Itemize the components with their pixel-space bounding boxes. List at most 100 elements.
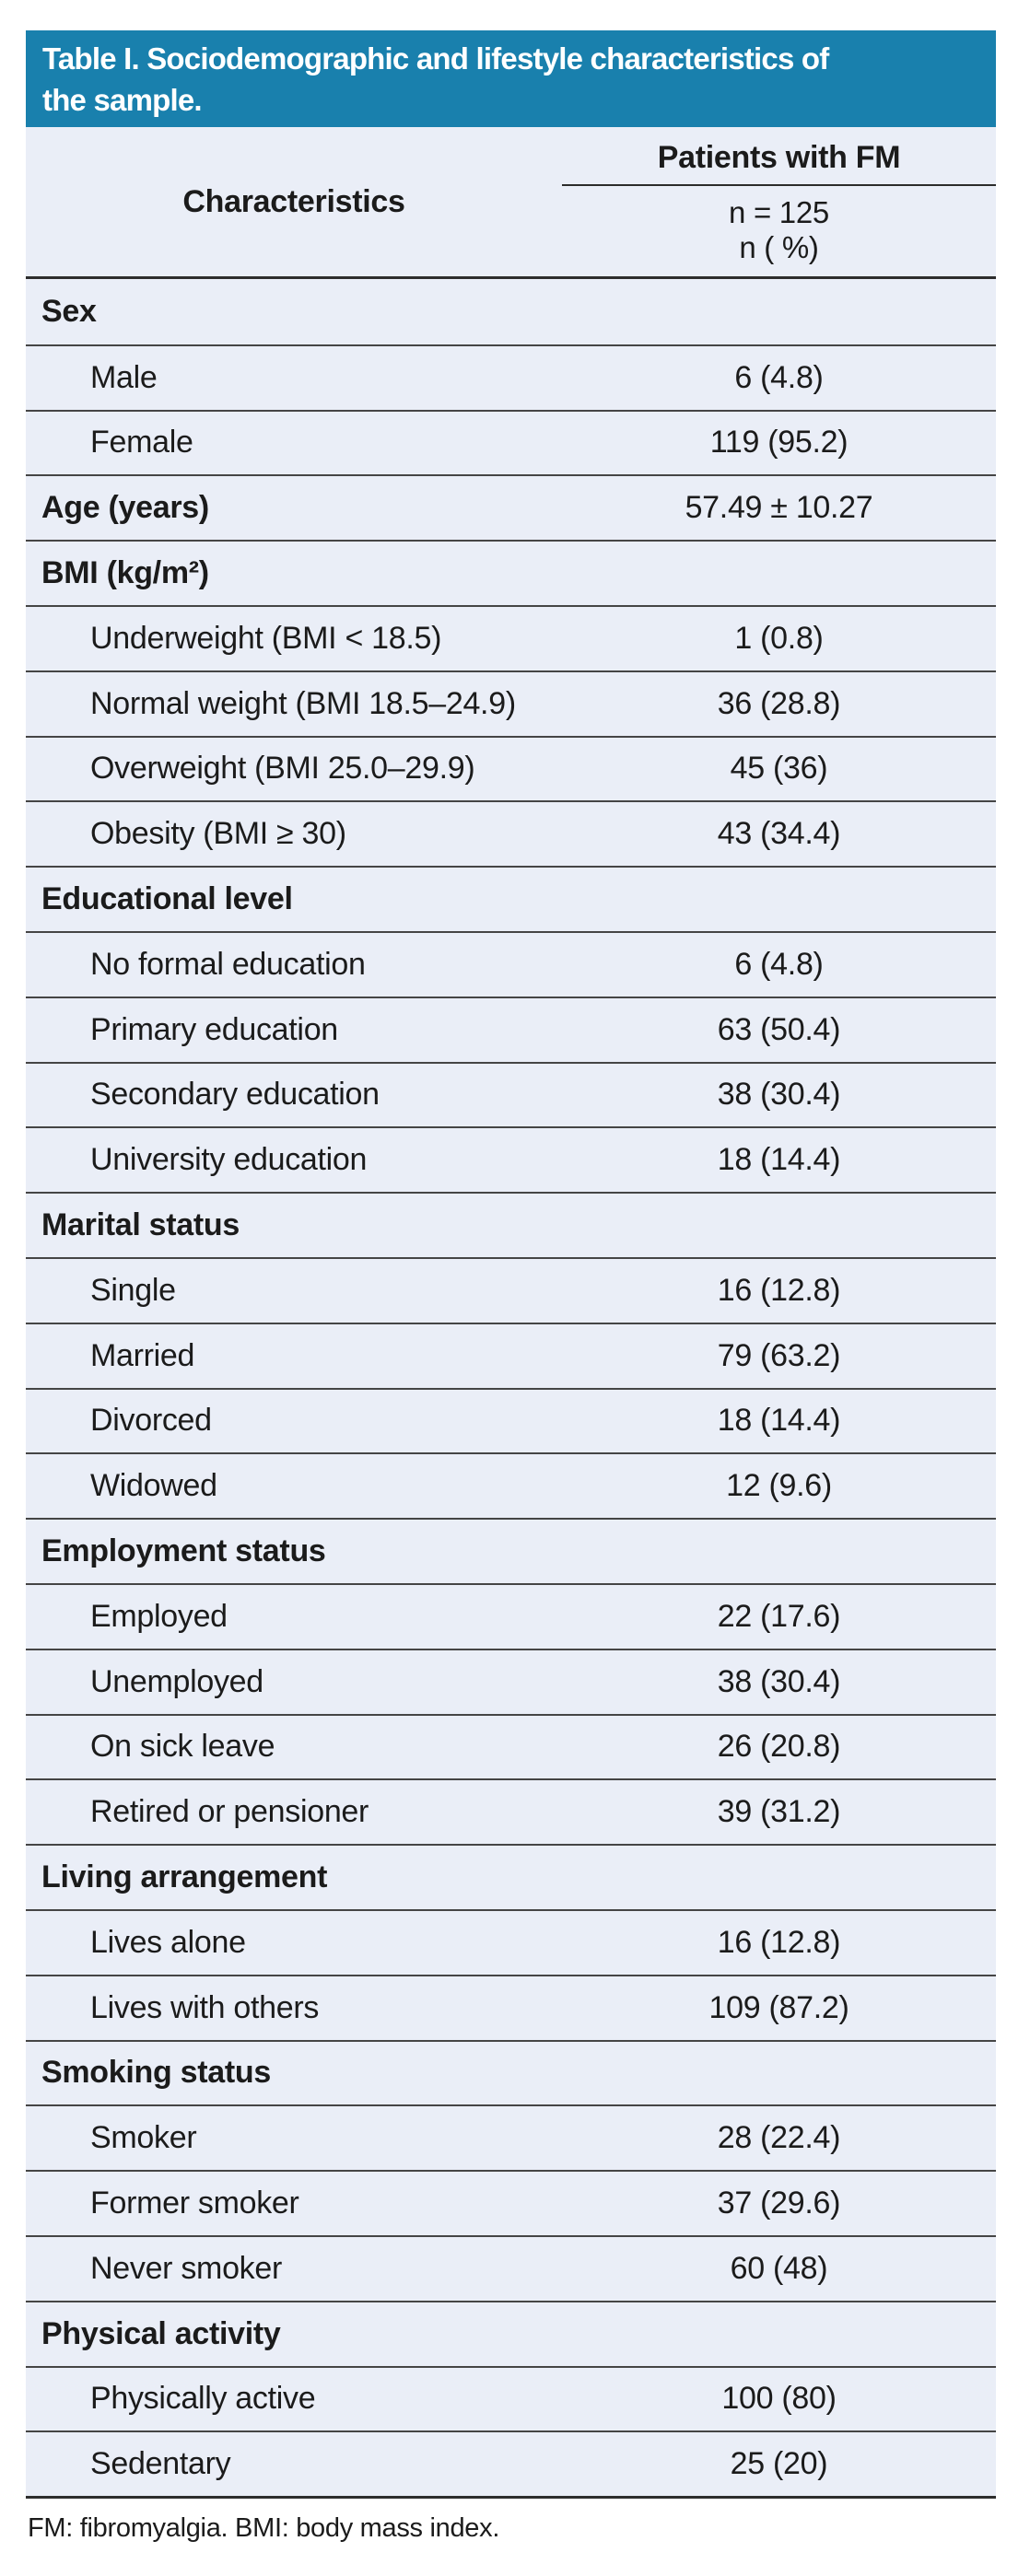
row-value: 22 (17.6) (717, 1598, 841, 1634)
row-value: 57.49 ± 10.27 (685, 490, 873, 526)
row-label: Secondary education (90, 1077, 380, 1113)
row-label: Former smoker (90, 2186, 299, 2220)
table-row: Single 16 (12.8) (26, 1256, 996, 1323)
table-header: Characteristics Patients with FM n = 125… (26, 127, 996, 279)
column-sub-n: n = 125 (729, 195, 829, 229)
row-label: Smoker (90, 2120, 197, 2156)
table-row: Lives with others 109 (87.2) (26, 1974, 996, 2040)
row-value: 38 (30.4) (717, 1663, 841, 1699)
row-value: 37 (29.6) (717, 2186, 841, 2220)
table-row: Married 79 (63.2) (26, 1322, 996, 1388)
row-label: Lives alone (90, 1924, 246, 1960)
row-label: Living arrangement (41, 1859, 328, 1895)
section-row: BMI (kg/m²) (26, 540, 996, 605)
row-value: 1 (0.8) (734, 620, 824, 656)
row-label: Obesity (BMI ≥ 30) (90, 816, 346, 852)
row-label: Retired or pensioner (90, 1794, 369, 1830)
table-row: Overweight (BMI 25.0–29.9) 45 (36) (26, 735, 996, 801)
section-row: Smoking status (26, 2039, 996, 2105)
table-row: Underweight (BMI < 18.5) 1 (0.8) (26, 604, 996, 670)
section-row: Educational level (26, 866, 996, 931)
row-label: Sex (41, 293, 97, 329)
table-row: Smoker 28 (22.4) (26, 2104, 996, 2170)
row-label: Age (years) (41, 490, 209, 526)
table-row: Female 119 (95.2) (26, 409, 996, 475)
row-label: Widowed (90, 1468, 217, 1504)
row-label: Unemployed (90, 1663, 263, 1699)
row-label: Primary education (90, 1011, 338, 1047)
column-spanner-rule (562, 184, 996, 186)
table-title-bar: Table I. Sociodemographic and lifestyle … (26, 30, 996, 127)
table-row: Former smoker 37 (29.6) (26, 2170, 996, 2235)
table-row: Obesity (BMI ≥ 30) 43 (34.4) (26, 800, 996, 866)
row-value: 26 (20.8) (717, 1729, 841, 1765)
row-label: Educational level (41, 881, 293, 917)
row-value: 45 (36) (730, 751, 828, 787)
row-label: BMI (kg/m²) (41, 555, 209, 591)
row-value: 39 (31.2) (717, 1794, 841, 1830)
row-label: No formal education (90, 946, 366, 982)
table-row: Secondary education 38 (30.4) (26, 1061, 996, 1127)
section-row: Living arrangement (26, 1844, 996, 1909)
section-row: Employment status (26, 1518, 996, 1583)
row-value: 60 (48) (730, 2250, 828, 2286)
table-row: Employed 22 (17.6) (26, 1582, 996, 1649)
column-header-patients-group: Patients with FM n = 125 n ( %) (562, 127, 996, 276)
row-label: Physically active (90, 2381, 316, 2417)
row-label: Male (90, 359, 158, 395)
row-label: Female (90, 425, 193, 460)
row-value: 18 (14.4) (717, 1142, 841, 1178)
table-row: Age (years) 57.49 ± 10.27 (26, 474, 996, 540)
row-label: Single (90, 1272, 176, 1308)
row-value: 79 (63.2) (717, 1337, 841, 1373)
row-label: Lives with others (90, 1989, 320, 2025)
row-value: 109 (87.2) (708, 1989, 849, 2025)
row-value: 16 (12.8) (717, 1924, 841, 1960)
row-value: 100 (80) (721, 2381, 837, 2417)
row-label: Marital status (41, 1207, 240, 1243)
table-row: Unemployed 38 (30.4) (26, 1648, 996, 1714)
row-label: Divorced (90, 1403, 212, 1439)
row-value: 12 (9.6) (726, 1468, 832, 1504)
row-value: 28 (22.4) (717, 2120, 841, 2156)
row-value: 18 (14.4) (717, 1403, 841, 1439)
row-label: Normal weight (BMI 18.5–24.9) (90, 685, 516, 721)
table-row: Divorced 18 (14.4) (26, 1387, 996, 1453)
table-body: Sex Male 6 (4.8) Female 119 (95.2) Age (years… (26, 279, 996, 2500)
row-label: Never smoker (90, 2250, 283, 2286)
row-value: 6 (4.8) (734, 359, 824, 395)
table-row: University education 18 (14.4) (26, 1126, 996, 1192)
row-value: 43 (34.4) (717, 816, 841, 852)
row-value: 25 (20) (730, 2446, 828, 2482)
table-row: On sick leave 26 (20.8) (26, 1713, 996, 1779)
column-group-label: Patients with FM (657, 140, 901, 175)
table-row: Sedentary 25 (20) (26, 2430, 996, 2496)
section-row: Marital status (26, 1192, 996, 1257)
row-value: 63 (50.4) (717, 1011, 841, 1047)
table-row: Lives alone 16 (12.8) (26, 1908, 996, 1975)
section-row: Sex (26, 279, 996, 344)
row-value: 36 (28.8) (717, 685, 841, 721)
row-label: Overweight (BMI 25.0–29.9) (90, 751, 475, 787)
table-sociodemographic: Table I. Sociodemographic and lifestyle … (26, 30, 996, 2500)
table-row: Normal weight (BMI 18.5–24.9) 36 (28.8) (26, 670, 996, 736)
table-row: Widowed 12 (9.6) (26, 1452, 996, 1518)
section-row: Physical activity (26, 2300, 996, 2366)
table-row: Male 6 (4.8) (26, 344, 996, 410)
table-row: No formal education 6 (4.8) (26, 930, 996, 997)
row-label: Employed (90, 1598, 228, 1634)
row-label: Underweight (BMI < 18.5) (90, 620, 442, 656)
table-title-line1: Table I. Sociodemographic and lifestyle … (42, 41, 829, 76)
row-label: Employment status (41, 1533, 326, 1569)
table-row: Primary education 63 (50.4) (26, 996, 996, 1062)
column-sub-n-pct: n ( %) (739, 230, 819, 264)
row-label: University education (90, 1142, 368, 1178)
row-value: 6 (4.8) (734, 946, 824, 982)
table-footnote: FM: fibromyalgia. BMI: body mass index. (28, 2513, 500, 2544)
row-label: Smoking status (41, 2055, 271, 2091)
table-row: Physically active 100 (80) (26, 2365, 996, 2431)
table-row: Never smoker 60 (48) (26, 2234, 996, 2301)
row-value: 119 (95.2) (709, 425, 849, 460)
row-label: Sedentary (90, 2446, 231, 2482)
